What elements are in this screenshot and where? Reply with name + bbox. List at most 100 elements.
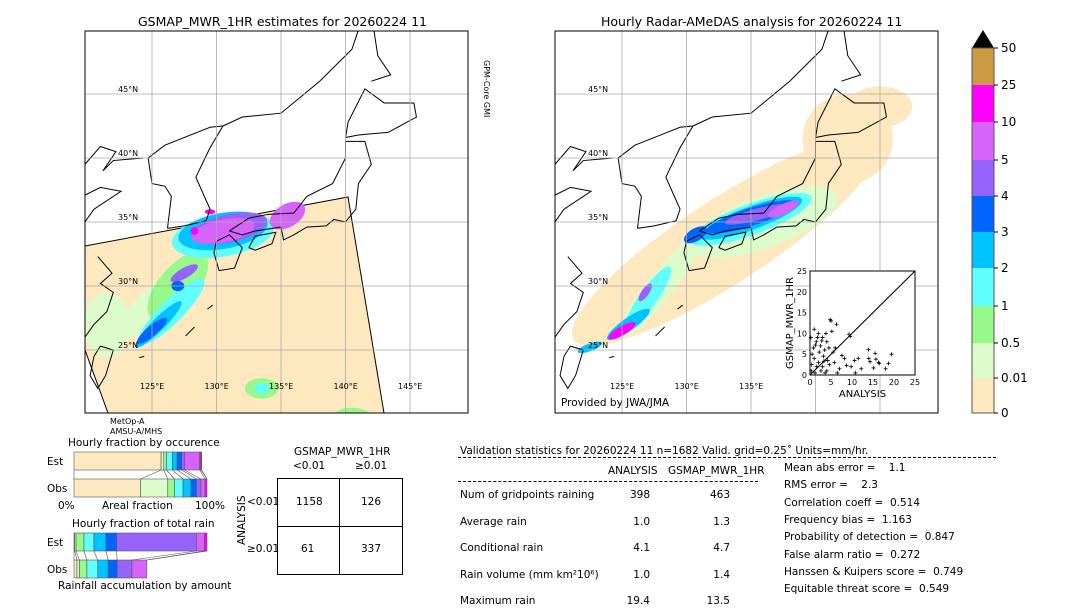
stat-gsmap: 1.3 — [713, 515, 730, 528]
colorbar: 0 0.01 0.5 1 2 3 4 5 10 25 50 — [971, 30, 1028, 420]
fraction-segment — [105, 532, 117, 552]
scatter-point — [813, 370, 818, 375]
fraction-segment — [75, 532, 85, 552]
y-tick-label: 5 — [802, 350, 807, 359]
scatter-point — [834, 322, 839, 327]
lat-label: 35°N — [588, 213, 608, 222]
colorbar-label: 0 — [1001, 406, 1009, 420]
data-credit: Provided by JWA/JMA — [561, 397, 670, 409]
colorbar-segment — [972, 48, 994, 85]
scatter-point — [877, 361, 882, 366]
score: Equitable threat score = 0.549 — [784, 583, 950, 596]
scatter-point — [853, 370, 858, 375]
right-map: 45°N 40°N 35°N 30°N 25°N 125°E 130°E 135°E — [554, 30, 939, 414]
fraction-segment — [184, 451, 200, 471]
fraction-segment — [167, 478, 175, 498]
lat-label: 35°N — [118, 213, 138, 222]
fraction-segment — [116, 559, 133, 579]
scatter-point — [856, 356, 861, 361]
scatter-point — [824, 339, 829, 344]
scatter-point — [822, 348, 827, 353]
scatter-point — [831, 350, 836, 355]
diagonal-line — [809, 270, 916, 376]
x-tick-label: 15 — [868, 378, 878, 387]
scatter-point — [818, 368, 823, 373]
fraction-segment — [196, 532, 205, 552]
lon-label: 125°E — [610, 382, 634, 391]
stat-gsmap: 463 — [709, 489, 730, 501]
cell-hit-none: 1158 — [296, 496, 323, 508]
fraction-segment — [200, 478, 206, 498]
scatter-point — [832, 360, 837, 365]
col-label-ge: ≥0.01 — [355, 460, 388, 472]
stat-gsmap: 1.4 — [713, 568, 730, 581]
scatter-point — [847, 332, 852, 337]
scatter-point — [826, 345, 831, 350]
cell-false-alarm: 126 — [361, 496, 382, 508]
lat-label: 30°N — [118, 277, 138, 286]
fraction-segment — [190, 478, 197, 498]
scatter-point — [852, 358, 857, 363]
lat-label: 40°N — [118, 149, 138, 158]
stat-analysis: 1.0 — [633, 568, 650, 581]
fraction-segment — [83, 532, 95, 552]
fraction-segment — [116, 532, 197, 552]
row-label-ge: ≥0.01 — [247, 543, 280, 555]
score: Probability of detection = 0.847 — [784, 531, 955, 544]
score: Hanssen & Kuipers score = 0.749 — [784, 565, 964, 578]
score: Frequency bias = 1.163 — [784, 513, 912, 526]
scatter-point — [820, 364, 825, 369]
tr-obs-label: Obs — [47, 564, 68, 576]
occ-axis-left: 0% — [58, 500, 75, 512]
lon-label: 130°E — [205, 382, 229, 391]
scatter-point — [814, 364, 819, 369]
x-tick-label: 20 — [889, 378, 899, 387]
row-label-lt: <0.01 — [247, 496, 280, 508]
colorbar-label: 2 — [1001, 261, 1009, 275]
score: False alarm ratio = 0.272 — [784, 548, 921, 561]
tr-est-label: Est — [47, 537, 64, 549]
stat-analysis: 4.1 — [633, 542, 650, 554]
occ-axis-right: 100% — [195, 500, 226, 512]
scatter-point — [814, 339, 819, 344]
colorbar-label: 5 — [1001, 153, 1009, 167]
lon-label: 140°E — [334, 382, 358, 391]
score: Mean abs error = 1.1 — [784, 462, 906, 474]
colorbar-segment — [972, 122, 994, 160]
colorbar-label: 4 — [1001, 189, 1009, 203]
scatter-point — [827, 362, 832, 367]
scatter-point — [823, 370, 828, 375]
colorbar-label: 50 — [1001, 41, 1016, 55]
fraction-segment — [79, 559, 88, 579]
stat-label: Rain volume (mm km²10⁶) — [460, 568, 599, 581]
scatter-point — [829, 318, 833, 323]
y-tick-label: 25 — [797, 267, 807, 276]
stat-label: Conditional rain — [460, 542, 544, 554]
stat-analysis: 19.4 — [626, 595, 650, 607]
scatter-point — [866, 347, 871, 352]
scatter-point — [844, 363, 849, 368]
occ-obs-label: Obs — [47, 483, 68, 495]
fraction-segment — [204, 478, 208, 498]
scatter-point — [809, 368, 814, 373]
scatter-point — [810, 352, 815, 357]
score: RMS error = 2.3 — [784, 479, 878, 492]
scatter-point — [817, 350, 822, 355]
stat-gsmap: 13.5 — [706, 595, 730, 607]
x-tick-label: 25 — [910, 378, 920, 387]
lat-label: 25°N — [118, 341, 138, 350]
stat-gsmap: 4.7 — [713, 542, 730, 554]
colorbar-segment — [972, 196, 994, 232]
fraction-segment — [73, 478, 141, 498]
scatter-point — [837, 366, 842, 371]
occ-axis-mid: Areal fraction — [102, 500, 173, 512]
scatter-point — [812, 356, 817, 361]
scatter-point — [829, 329, 834, 334]
contingency-table: 1158 126 61 337 — [277, 478, 403, 575]
cell-miss: 61 — [301, 543, 315, 555]
colorbar-segment — [972, 268, 994, 306]
fraction-segment — [163, 451, 167, 471]
colorbar-label: 3 — [1001, 225, 1009, 239]
